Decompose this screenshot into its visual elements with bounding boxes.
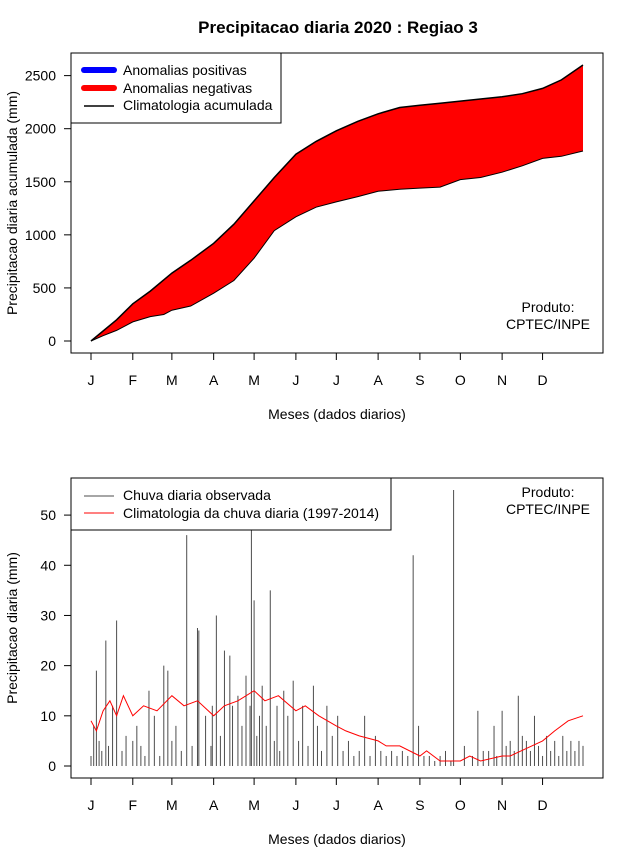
cumulative-x-axis-label: Meses (dados diarios)	[268, 406, 406, 422]
x-tick-label: F	[129, 372, 138, 388]
legend-daily-climatology-label: Climatologia da chuva diaria (1997-2014)	[123, 505, 379, 521]
climatology-cumulative-line	[90, 64, 584, 342]
x-tick-label: O	[455, 372, 466, 388]
x-tick-label: N	[497, 797, 507, 813]
x-tick-label: N	[497, 372, 507, 388]
daily-chart: 0 10 20 30 40 50 J F M A M J J A S O N D Meses (dados di…	[4, 477, 604, 847]
x-tick-label: J	[333, 797, 340, 813]
x-tick-label: J	[292, 797, 299, 813]
y-tick-label: 0	[48, 333, 56, 349]
daily-observed-bars	[90, 490, 584, 766]
daily-x-axis-label: Meses (dados diarios)	[268, 831, 406, 847]
x-tick-label: A	[209, 372, 219, 388]
daily-y-axis: 0 10 20 30 40 50	[40, 507, 72, 774]
y-tick-label: 1000	[25, 227, 56, 243]
y-tick-label: 50	[40, 507, 56, 523]
x-tick-label: D	[537, 797, 547, 813]
cumulative-product-source: CPTEC/INPE	[506, 316, 590, 332]
x-tick-label: J	[88, 797, 95, 813]
y-tick-label: 2500	[25, 68, 56, 84]
observed-cumulative-line	[90, 150, 584, 342]
x-tick-label: J	[333, 372, 340, 388]
x-tick-label: O	[455, 797, 466, 813]
x-tick-label: A	[373, 797, 383, 813]
x-tick-label: M	[166, 372, 178, 388]
page-title: Precipitacao diaria 2020 : Regiao 3	[198, 18, 478, 37]
y-tick-label: 2000	[25, 121, 56, 137]
x-tick-label: S	[415, 372, 424, 388]
daily-product-source: CPTEC/INPE	[506, 501, 590, 517]
cumulative-lines	[90, 64, 584, 342]
x-tick-label: D	[537, 372, 547, 388]
x-tick-label: S	[415, 797, 424, 813]
x-tick-label: M	[248, 372, 260, 388]
y-tick-label: 500	[33, 280, 57, 296]
x-tick-label: M	[248, 797, 260, 813]
daily-legend: Chuva diaria observada Climatologia da c…	[70, 477, 392, 531]
cumulative-y-axis-label: Precipitacao diaria acumulada (mm)	[4, 91, 20, 315]
y-tick-label: 30	[40, 607, 56, 623]
y-tick-label: 0	[48, 758, 56, 774]
daily-legend-box	[70, 477, 392, 531]
cumulative-chart: 0 500 1000 1500 2000 2500 J F M A M J J A S O N D Meses …	[4, 52, 604, 422]
legend-observed-label: Chuva diaria observada	[123, 487, 271, 503]
negative-anomaly-fill	[91, 65, 583, 341]
y-tick-label: 20	[40, 658, 56, 674]
daily-product-label: Produto:	[522, 484, 575, 500]
x-tick-label: M	[166, 797, 178, 813]
daily-y-axis-label: Precipitacao diaria (mm)	[4, 552, 20, 704]
cumulative-y-axis: 0 500 1000 1500 2000 2500	[25, 68, 72, 349]
x-tick-label: A	[373, 372, 383, 388]
daily-climatology-line	[90, 690, 584, 762]
y-tick-label: 10	[40, 708, 56, 724]
legend-negative-label: Anomalias negativas	[123, 80, 252, 96]
x-tick-label: A	[209, 797, 219, 813]
legend-climatology-label: Climatologia acumulada	[123, 97, 273, 113]
x-tick-label: F	[129, 797, 138, 813]
legend-positive-label: Anomalias positivas	[123, 62, 247, 78]
x-tick-label: J	[88, 372, 95, 388]
cumulative-product-label: Produto:	[522, 299, 575, 315]
daily-climatology-line-group	[90, 690, 584, 762]
cumulative-legend: Anomalias positivas Anomalias negativas …	[70, 52, 282, 124]
x-tick-label: J	[292, 372, 299, 388]
y-tick-label: 40	[40, 557, 56, 573]
y-tick-label: 1500	[25, 174, 56, 190]
cumulative-anomaly-area	[91, 65, 583, 341]
